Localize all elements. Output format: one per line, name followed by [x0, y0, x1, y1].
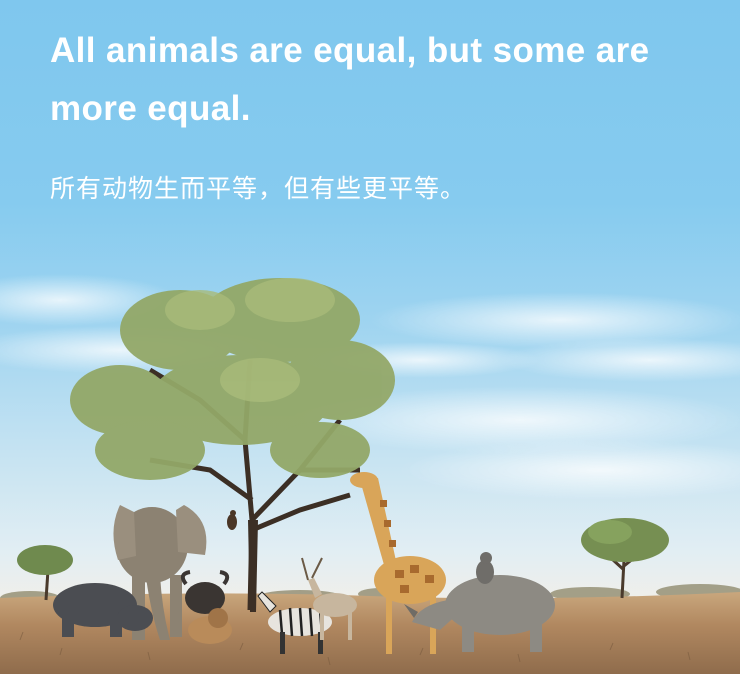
- headline-english: All animals are equal, but some are more…: [50, 31, 650, 128]
- elephant: [113, 505, 207, 640]
- ground-grass: [19, 631, 691, 666]
- rhino: [404, 575, 555, 652]
- small-tree-right: [581, 518, 669, 599]
- headline-chinese: 所有动物生而平等，但有些更平等。: [50, 174, 467, 203]
- acacia-tree: [70, 278, 395, 612]
- hippo: [53, 583, 153, 637]
- antelope: [301, 557, 357, 640]
- zebra: [257, 591, 332, 654]
- monkey: [476, 552, 494, 584]
- buffalo: [180, 570, 230, 614]
- lion: [188, 608, 232, 644]
- bird: [227, 510, 237, 530]
- ground: [0, 592, 740, 674]
- small-tree-left: [17, 545, 73, 601]
